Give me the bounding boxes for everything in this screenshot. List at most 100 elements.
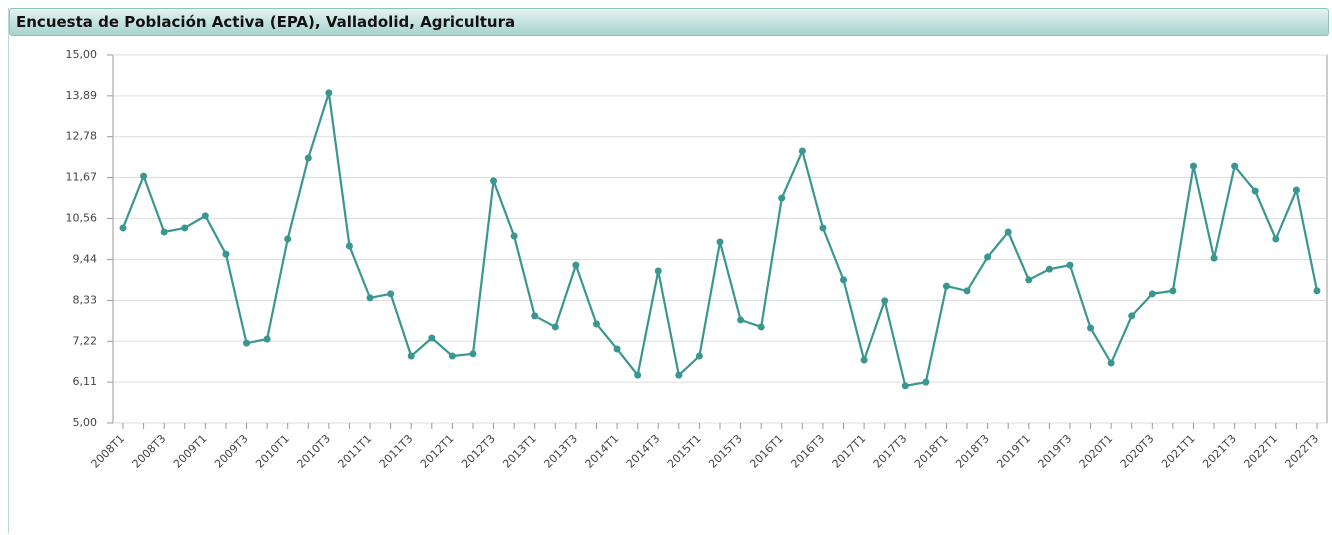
x-tick-label: 2017T1 [830,432,869,471]
data-point [119,224,127,232]
data-point [469,350,477,358]
y-tick-label: 15,00 [66,48,98,61]
x-tick-label: 2011T1 [336,432,375,471]
data-point [1292,186,1300,194]
x-tick-label: 2013T3 [541,432,580,471]
x-tick-label: 2020T1 [1077,432,1116,471]
y-tick-label: 13,89 [66,89,98,102]
data-point [695,352,703,360]
data-point [942,282,950,290]
data-point [448,352,456,360]
data-point [304,154,312,162]
data-point [778,194,786,202]
data-point [757,323,765,331]
data-point [1025,276,1033,284]
data-point [551,323,559,331]
data-point [1045,265,1053,273]
y-tick-label: 10,56 [66,211,98,224]
x-tick-label: 2022T3 [1283,432,1322,471]
data-point [840,276,848,284]
data-point [592,320,600,328]
x-tick-label: 2018T1 [912,432,951,471]
data-point [140,172,148,180]
data-point [634,371,642,379]
data-point [860,356,868,364]
data-point [819,224,827,232]
data-point [510,232,518,240]
x-tick-label: 2008T3 [130,432,169,471]
x-tick-label: 2012T3 [459,432,498,471]
data-point [325,89,333,97]
data-point [284,235,292,243]
y-tick-label: 6,11 [73,375,98,388]
data-point [1004,228,1012,236]
data-point [1231,162,1239,170]
x-tick-label: 2019T1 [994,432,1033,471]
data-point [737,316,745,324]
data-point [181,224,189,232]
y-tick-label: 12,78 [66,130,98,143]
data-point [1189,162,1197,170]
data-point [1087,324,1095,332]
x-tick-label: 2020T3 [1118,432,1157,471]
y-tick-label: 11,67 [66,171,98,184]
data-point [1128,312,1136,320]
x-tick-label: 2009T1 [171,432,210,471]
data-point [881,297,889,305]
x-tick-label: 2014T3 [624,432,663,471]
data-point [160,228,168,236]
x-tick-label: 2014T1 [583,432,622,471]
data-point [387,290,395,298]
data-point [531,312,539,320]
data-point [366,294,374,302]
data-point [1313,287,1321,295]
data-point [654,267,662,275]
x-tick-label: 2016T1 [747,432,786,471]
data-point [613,345,621,353]
x-tick-label: 2009T3 [212,432,251,471]
data-point [798,147,806,155]
x-tick-label: 2019T3 [1036,432,1075,471]
x-tick-label: 2016T3 [788,432,827,471]
data-point [675,371,683,379]
data-point [716,238,724,246]
data-point [201,212,209,220]
data-point [243,339,251,347]
y-tick-label: 5,00 [73,416,98,429]
panel-header: Encuesta de Población Activa (EPA), Vall… [9,8,1329,36]
data-point [1107,359,1115,367]
y-tick-label: 9,44 [73,253,98,266]
x-tick-label: 2015T1 [665,432,704,471]
x-tick-label: 2018T3 [953,432,992,471]
x-tick-label: 2011T3 [377,432,416,471]
y-tick-label: 7,22 [73,334,98,347]
data-point [407,352,415,360]
data-point [1066,261,1074,269]
x-tick-label: 2008T1 [89,432,128,471]
y-tick-label: 8,33 [73,293,98,306]
data-point [1169,287,1177,295]
data-point [263,335,271,343]
x-tick-label: 2010T1 [253,432,292,471]
data-point [572,261,580,269]
data-point [963,287,971,295]
data-point [901,382,909,390]
chart-title: Encuesta de Población Activa (EPA), Vall… [16,13,516,31]
x-tick-label: 2015T3 [706,432,745,471]
data-point [922,378,930,386]
panel: Encuesta de Población Activa (EPA), Vall… [8,8,1331,533]
x-tick-label: 2021T1 [1159,432,1198,471]
data-point [1272,235,1280,243]
data-point [984,253,992,261]
data-point [345,242,353,250]
data-point [1251,187,1259,195]
data-point [1210,254,1218,262]
x-tick-label: 2013T1 [500,432,539,471]
data-point [428,334,436,342]
x-tick-label: 2012T1 [418,432,457,471]
data-point [490,177,498,185]
data-point [1148,290,1156,298]
x-tick-label: 2022T1 [1241,432,1280,471]
x-tick-label: 2017T3 [871,432,910,471]
